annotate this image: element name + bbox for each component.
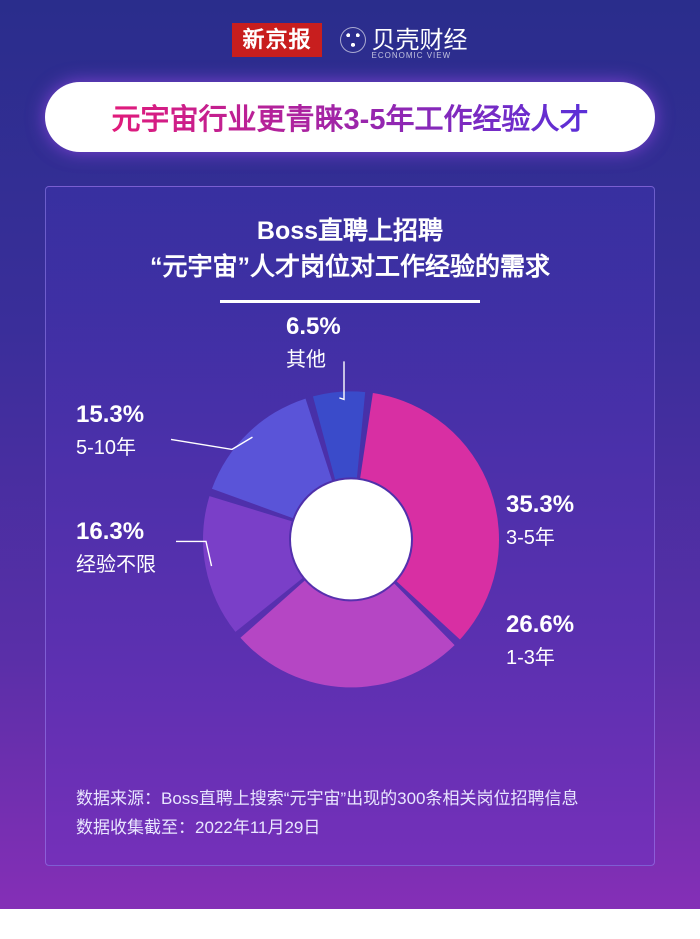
- headline-pill: 元宇宙行业更青睐3-5年工作经验人才: [45, 82, 655, 152]
- brand-logo-2-sub: ECONOMIC VIEW: [372, 51, 468, 60]
- slice-label-5-10y: 15.3% 5-10年: [76, 401, 144, 460]
- donut-center: [291, 479, 411, 599]
- slice-txt-other: 其他: [286, 343, 341, 372]
- shell-icon: [340, 27, 366, 53]
- slice-label-nolimit: 16.3% 经验不限: [76, 518, 156, 577]
- chart-card: Boss直聘上招聘 “元宇宙”人才岗位对工作经验的需求 6.5% 其他 15.3%…: [45, 186, 655, 866]
- donut-chart: 6.5% 其他 15.3% 5-10年 16.3% 经验不限 35.3% 3-5年 26…: [76, 313, 626, 733]
- slice-pct-3-5y: 35.3%: [506, 491, 574, 519]
- slice-pct-1-3y: 26.6%: [506, 611, 574, 639]
- brand-row: 新京报 贝壳财经 ECONOMIC VIEW: [0, 20, 700, 60]
- data-source-footer: 数据来源：Boss直聘上搜索“元宇宙”出现的300条相关岗位招聘信息 数据收集截…: [76, 785, 624, 843]
- slice-pct-other: 6.5%: [286, 313, 341, 341]
- bottom-pad: [0, 909, 700, 939]
- slice-txt-3-5y: 3-5年: [506, 521, 574, 550]
- slice-pct-5-10y: 15.3%: [76, 401, 144, 429]
- card-title-line1: Boss直聘上招聘: [76, 213, 624, 249]
- slice-txt-1-3y: 1-3年: [506, 641, 574, 670]
- brand-logo-1: 新京报: [232, 23, 321, 57]
- headline-text: 元宇宙行业更青睐3-5年工作经验人才: [112, 104, 589, 136]
- footer-line1: 数据来源：Boss直聘上搜索“元宇宙”出现的300条相关岗位招聘信息: [76, 785, 624, 814]
- footer-line2: 数据收集截至：2022年11月29日: [76, 814, 624, 843]
- slice-txt-nolimit: 经验不限: [76, 548, 156, 577]
- slice-txt-5-10y: 5-10年: [76, 431, 144, 460]
- brand-logo-2: 贝壳财经 ECONOMIC VIEW: [340, 20, 468, 60]
- card-title: Boss直聘上招聘 “元宇宙”人才岗位对工作经验的需求: [76, 213, 624, 286]
- brand-logo-2-text: 贝壳财经: [372, 27, 468, 54]
- slice-label-other: 6.5% 其他: [286, 313, 341, 372]
- card-title-line2: “元宇宙”人才岗位对工作经验的需求: [76, 249, 624, 285]
- page: 新京报 贝壳财经 ECONOMIC VIEW 元宇宙行业更青睐3-5年工作经验人…: [0, 0, 700, 939]
- card-rule: [220, 300, 480, 303]
- slice-pct-nolimit: 16.3%: [76, 518, 156, 546]
- slice-label-3-5y: 35.3% 3-5年: [506, 491, 574, 550]
- slice-label-1-3y: 26.6% 1-3年: [506, 611, 574, 670]
